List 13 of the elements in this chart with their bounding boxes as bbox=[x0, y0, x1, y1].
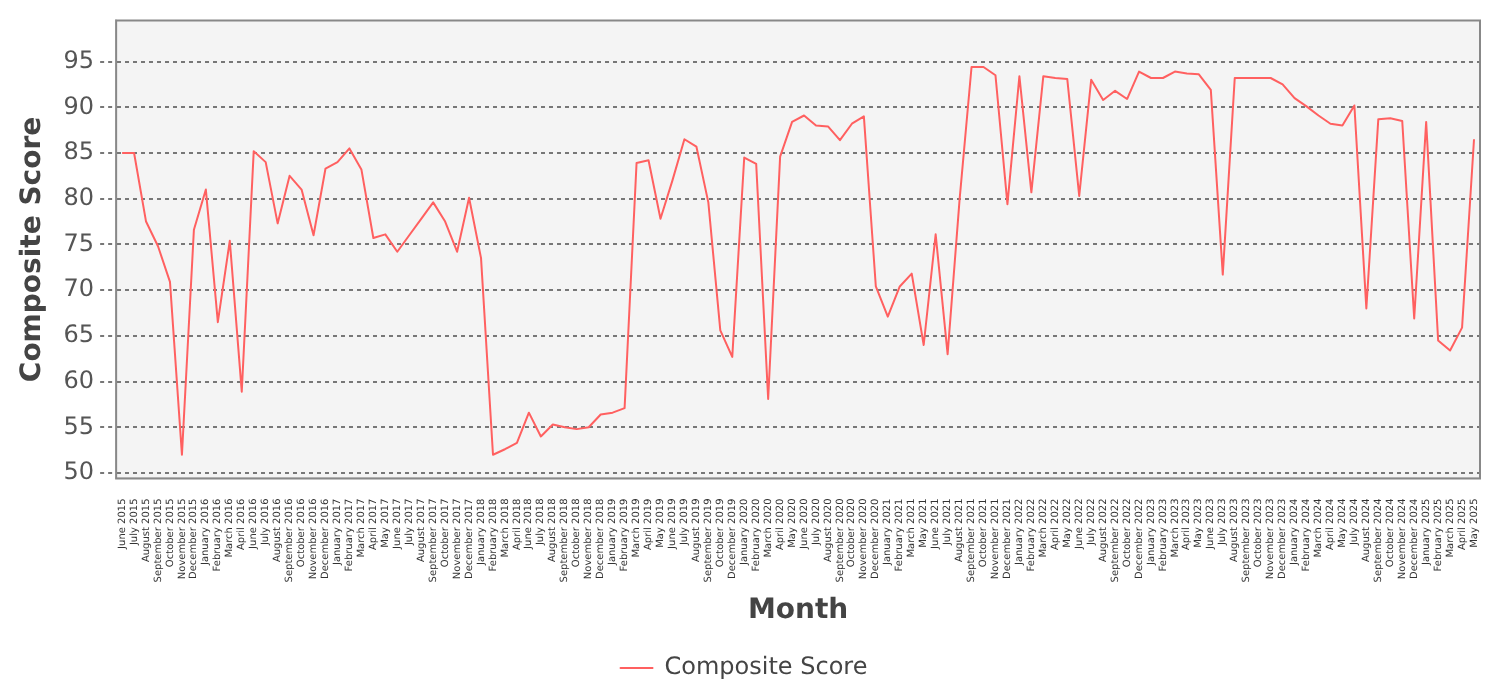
y-tick-label: 70 bbox=[63, 274, 95, 303]
y-tick-label: 95 bbox=[63, 45, 95, 74]
y-tick-label: 60 bbox=[63, 365, 95, 394]
y-tick-label: 65 bbox=[63, 320, 95, 349]
x-axis-title: Month bbox=[747, 594, 849, 627]
y-tick-label: 55 bbox=[63, 411, 95, 440]
y-axis-title: Composite Score bbox=[16, 116, 49, 383]
y-tick-label: 75 bbox=[63, 228, 95, 257]
y-tick-label: 80 bbox=[63, 182, 95, 211]
y-tick-label: 90 bbox=[63, 91, 95, 120]
y-tick-label: 85 bbox=[63, 137, 95, 166]
y-tick-label: 50 bbox=[63, 457, 95, 486]
legend-label: Composite Score bbox=[664, 652, 868, 681]
